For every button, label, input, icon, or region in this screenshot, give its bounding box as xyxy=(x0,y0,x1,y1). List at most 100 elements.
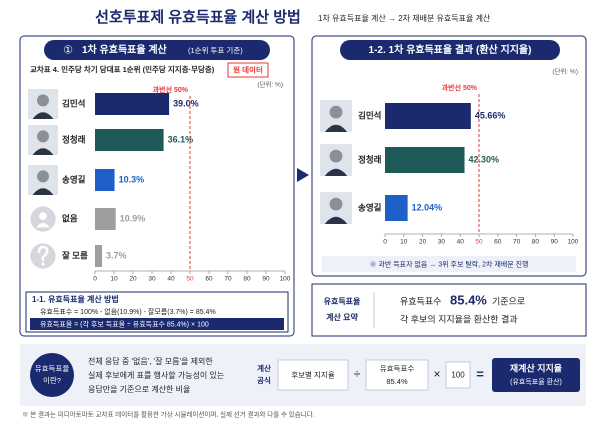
reference-label: 과반선 50% xyxy=(153,85,189,94)
x-tick-label: 60 xyxy=(494,239,502,246)
definition-badge-text: 이란? xyxy=(43,375,61,385)
x-tick-label: 70 xyxy=(224,276,232,283)
category-label: 송영길 xyxy=(62,174,86,184)
arrow xyxy=(297,168,309,182)
summary-big: 85.4% xyxy=(450,292,487,307)
footnote: ※ 본 결과는 미디어토마토 교차표 데이터를 활용한 가상 시뮬레이션이며, … xyxy=(22,410,315,419)
photo-body xyxy=(324,216,348,224)
bar xyxy=(385,103,471,129)
bar xyxy=(95,208,116,230)
x-tick-label: 30 xyxy=(148,276,156,283)
summary-label: 계산 요약 xyxy=(326,312,358,322)
title: 선호투표제 유효득표율 계산 방법 xyxy=(95,8,301,26)
method-title: 1-1. 유효득표율 계산 방법 xyxy=(32,294,119,304)
x-tick-label: 50 xyxy=(186,276,194,283)
method-line: 유효득표수 = 100% - 없음(10.9%) - 잘모름(3.7%) = 8… xyxy=(40,308,216,316)
subtitle: 1차 유효득표율 계산 → 2차 재배분 유효득표율 계산 xyxy=(318,13,491,23)
left-heading: 1차 유효득표율 계산 xyxy=(82,43,168,56)
photo-head xyxy=(329,149,343,163)
definition-line: 실제 후보에게 표를 행사할 가능성이 있는 xyxy=(88,370,224,380)
badge-text: 원 데이터 xyxy=(233,64,263,74)
left-heading-note: (1순위 투표 기준) xyxy=(188,46,243,55)
x-tick-label: 0 xyxy=(383,239,387,246)
definition-line: 전체 응답 중 '없음', '잘 모름'을 제외한 xyxy=(88,356,213,366)
summary-text: 각 후보의 지지율을 환산한 결과 xyxy=(400,313,518,324)
value-label: 39.0% xyxy=(173,98,199,108)
reference-label: 과반선 50% xyxy=(442,83,478,92)
note: ※ 과반 득표자 없음 → 3위 후보 탈락, 2차 재배분 진행 xyxy=(369,259,528,268)
bar xyxy=(95,129,164,151)
formula-result: 재계산 지지율 xyxy=(510,362,562,373)
x-tick-label: 10 xyxy=(400,239,408,246)
photo-head xyxy=(37,130,49,143)
unit: (단위: %) xyxy=(257,80,283,89)
value-label: 10.9% xyxy=(120,213,146,223)
photo-head xyxy=(329,105,343,119)
icon-dot xyxy=(41,262,45,266)
x-tick-label: 0 xyxy=(93,276,97,283)
formula-label: 계산 xyxy=(257,363,271,373)
category-label: 김민석 xyxy=(62,98,85,108)
x-tick-label: 80 xyxy=(532,239,540,246)
right-heading: 1-2. 1차 유효득표율 결과 (환산 지지율) xyxy=(369,43,532,56)
x-tick-label: 40 xyxy=(457,239,465,246)
photo-body xyxy=(324,168,348,176)
x-tick-label: 20 xyxy=(129,276,137,283)
photo-body xyxy=(32,148,54,155)
formula-term: 85.4% xyxy=(386,377,408,386)
photo-body xyxy=(324,124,348,132)
bar xyxy=(385,195,408,221)
category-label: 정청래 xyxy=(62,134,86,144)
x-tick-label: 40 xyxy=(167,276,175,283)
photo-body xyxy=(32,112,54,119)
category-label: 잘 모름 xyxy=(62,250,88,260)
formula-label: 공식 xyxy=(257,375,271,385)
x-tick-label: 30 xyxy=(438,239,446,246)
formula-term: 유효득표수 xyxy=(380,364,415,373)
icon-body xyxy=(36,222,50,228)
summary-text: 기준으로 xyxy=(492,296,525,306)
photo-body xyxy=(32,188,54,195)
x-tick-label: 90 xyxy=(262,276,270,283)
formula-op: = xyxy=(476,366,484,381)
method-line: 유효득표율 = (각 후보 득표율 ÷ 유효득표수 85.4%) × 100 xyxy=(40,320,209,328)
category-label: 정청래 xyxy=(358,154,382,164)
method-band xyxy=(30,318,284,330)
x-tick-label: 100 xyxy=(568,239,579,246)
category-label: 없음 xyxy=(62,213,78,223)
left-panel xyxy=(19,35,295,337)
x-tick-label: 80 xyxy=(243,276,251,283)
badge xyxy=(227,62,269,78)
formula-op: ÷ xyxy=(354,367,361,381)
photo-head xyxy=(37,170,49,183)
x-tick-label: 70 xyxy=(513,239,521,246)
bar xyxy=(95,169,115,191)
photo-head xyxy=(37,94,49,107)
formula-op: × xyxy=(433,367,440,381)
unit: (단위: %) xyxy=(552,67,578,76)
bar xyxy=(385,147,465,173)
category-label: 김민석 xyxy=(358,110,381,120)
bar xyxy=(95,245,103,267)
summary-box xyxy=(311,283,587,337)
formula-box xyxy=(365,359,429,391)
summary-text: 유효득표수 xyxy=(400,296,441,306)
value-label: 3.7% xyxy=(106,250,127,260)
value-label: 42.30% xyxy=(469,154,500,164)
x-tick-label: 90 xyxy=(551,239,559,246)
category-label: 송영길 xyxy=(358,202,382,212)
photo-head xyxy=(329,197,343,211)
definition-line: 응답만을 기준으로 계산한 비율 xyxy=(88,384,190,394)
header-number: ① xyxy=(63,44,73,56)
x-tick-label: 20 xyxy=(419,239,427,246)
formula-term: 100 xyxy=(451,371,465,380)
note-box xyxy=(322,256,576,272)
right-header xyxy=(340,40,560,60)
formula-box xyxy=(445,361,471,389)
left-header xyxy=(44,40,270,60)
value-label: 45.66% xyxy=(475,110,506,120)
definition-badge xyxy=(30,353,74,397)
formula-term: 후보별 지지율 xyxy=(291,369,335,379)
x-tick-label: 10 xyxy=(110,276,118,283)
